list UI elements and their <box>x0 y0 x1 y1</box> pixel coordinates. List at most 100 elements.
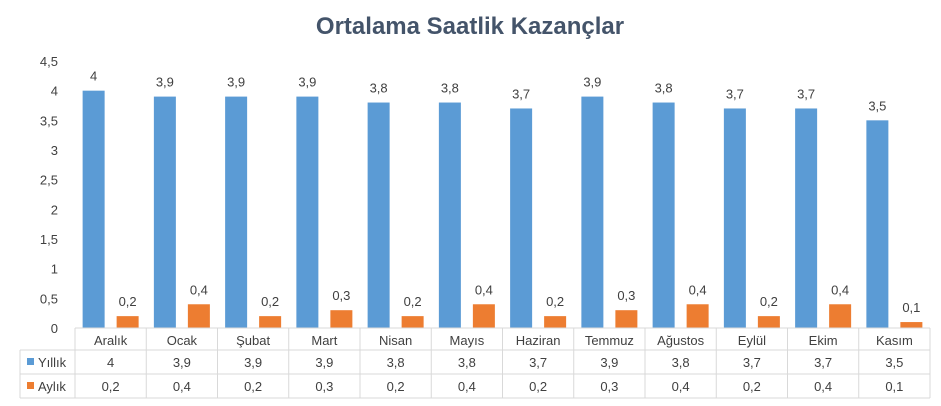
table-cell: 0,2 <box>387 379 405 394</box>
table-cell: 3,9 <box>600 355 618 370</box>
data-label: 0,3 <box>332 288 350 303</box>
category-label: Mayıs <box>450 333 485 348</box>
category-label: Aralık <box>94 333 128 348</box>
bar-aylik-6 <box>544 316 567 328</box>
category-label: Temmuz <box>585 333 634 348</box>
bar-aylik-11 <box>900 322 923 328</box>
table-cell: 0,4 <box>173 379 191 394</box>
bar-aylik-9 <box>757 316 780 328</box>
table-cell: 3,8 <box>387 355 405 370</box>
bar-yillik-3 <box>296 96 319 328</box>
bar-yillik-10 <box>795 108 818 328</box>
table-cell: 0,4 <box>672 379 690 394</box>
table-cell: 3,9 <box>244 355 262 370</box>
data-label: 0,2 <box>760 294 778 309</box>
data-label: 3,8 <box>655 81 673 96</box>
category-label: Ağustos <box>657 333 704 348</box>
data-label: 3,8 <box>441 81 459 96</box>
table-cell: 3,9 <box>173 355 191 370</box>
table-cell: 0,2 <box>244 379 262 394</box>
table-cell: 3,9 <box>315 355 333 370</box>
y-tick-label: 1 <box>51 262 58 277</box>
bar-aylik-7 <box>615 310 638 328</box>
data-label: 0,2 <box>119 294 137 309</box>
bar-aylik-10 <box>829 304 852 328</box>
y-tick-label: 0 <box>51 321 58 336</box>
data-label: 0,1 <box>902 300 920 315</box>
data-label: 3,7 <box>726 86 744 101</box>
category-label: Haziran <box>516 333 561 348</box>
data-label: 4 <box>90 69 97 84</box>
bar-yillik-4 <box>367 102 390 329</box>
bar-aylik-2 <box>259 316 282 328</box>
bar-aylik-1 <box>187 304 210 328</box>
y-tick-label: 3,5 <box>40 113 58 128</box>
y-axis: 0 0,5 1 1,5 2 2,5 3 3,5 4 4,5 <box>40 54 58 336</box>
bar-yillik-0 <box>82 90 105 329</box>
data-label: 3,5 <box>868 98 886 113</box>
table-cell: 0,2 <box>102 379 120 394</box>
table-cell: 0,2 <box>529 379 547 394</box>
category-label: Şubat <box>236 333 270 348</box>
category-label: Mart <box>311 333 337 348</box>
data-label: 3,9 <box>227 75 245 90</box>
data-label: 0,3 <box>617 288 635 303</box>
bar-yillik-1 <box>153 96 176 328</box>
y-tick-label: 0,5 <box>40 291 58 306</box>
bar-aylik-0 <box>116 316 139 328</box>
series-name: Yıllık <box>38 355 67 370</box>
table-cell: 3,8 <box>458 355 476 370</box>
data-label: 0,4 <box>689 282 707 297</box>
bar-yillik-8 <box>652 102 675 329</box>
data-label: 0,4 <box>831 282 849 297</box>
legend-key-0 <box>27 358 34 365</box>
bar-yillik-2 <box>225 96 248 328</box>
series-name: Aylık <box>38 379 66 394</box>
data-label: 3,9 <box>298 75 316 90</box>
bar-aylik-3 <box>330 310 353 328</box>
data-label: 3,9 <box>583 75 601 90</box>
table-cell: 3,7 <box>529 355 547 370</box>
y-tick-label: 3 <box>51 143 58 158</box>
table-cell: 0,1 <box>885 379 903 394</box>
category-label: Kasım <box>876 333 913 348</box>
y-tick-label: 4,5 <box>40 54 58 69</box>
bar-yillik-11 <box>866 120 889 328</box>
data-label: 3,8 <box>370 81 388 96</box>
table-cell: 0,2 <box>743 379 761 394</box>
bar-yillik-6 <box>510 108 533 328</box>
y-tick-label: 4 <box>51 84 58 99</box>
data-label: 0,4 <box>475 282 493 297</box>
table-cell: 0,4 <box>814 379 832 394</box>
category-label: Nisan <box>379 333 412 348</box>
bar-yillik-9 <box>723 108 746 328</box>
table-cell: 0,3 <box>315 379 333 394</box>
data-label: 0,2 <box>546 294 564 309</box>
data-label: 0,4 <box>190 282 208 297</box>
category-label: Ocak <box>167 333 198 348</box>
bar-yillik-5 <box>438 102 461 329</box>
table-cell: 3,5 <box>885 355 903 370</box>
y-tick-label: 2,5 <box>40 173 58 188</box>
chart-title: Ortalama Saatlik Kazançlar <box>316 13 624 40</box>
bar-aylik-5 <box>472 304 495 328</box>
legend-key-1 <box>27 382 34 389</box>
data-label: 0,2 <box>404 294 422 309</box>
table-cell: 4 <box>107 355 114 370</box>
bars <box>82 90 923 329</box>
category-label: Ekim <box>809 333 838 348</box>
data-table: Aralık Ocak Şubat Mart Nisan Mayıs Haziran Temm… <box>19 327 931 399</box>
data-label: 3,7 <box>797 86 815 101</box>
table-cell: 0,4 <box>458 379 476 394</box>
data-label: 3,9 <box>156 75 174 90</box>
table-cell: 3,8 <box>672 355 690 370</box>
data-label: 0,2 <box>261 294 279 309</box>
y-tick-label: 1,5 <box>40 232 58 247</box>
table-cell: 0,3 <box>600 379 618 394</box>
bar-aylik-4 <box>401 316 424 328</box>
data-label: 3,7 <box>512 86 530 101</box>
bar-aylik-8 <box>686 304 709 328</box>
table-cell: 3,7 <box>743 355 761 370</box>
y-tick-label: 2 <box>51 202 58 217</box>
